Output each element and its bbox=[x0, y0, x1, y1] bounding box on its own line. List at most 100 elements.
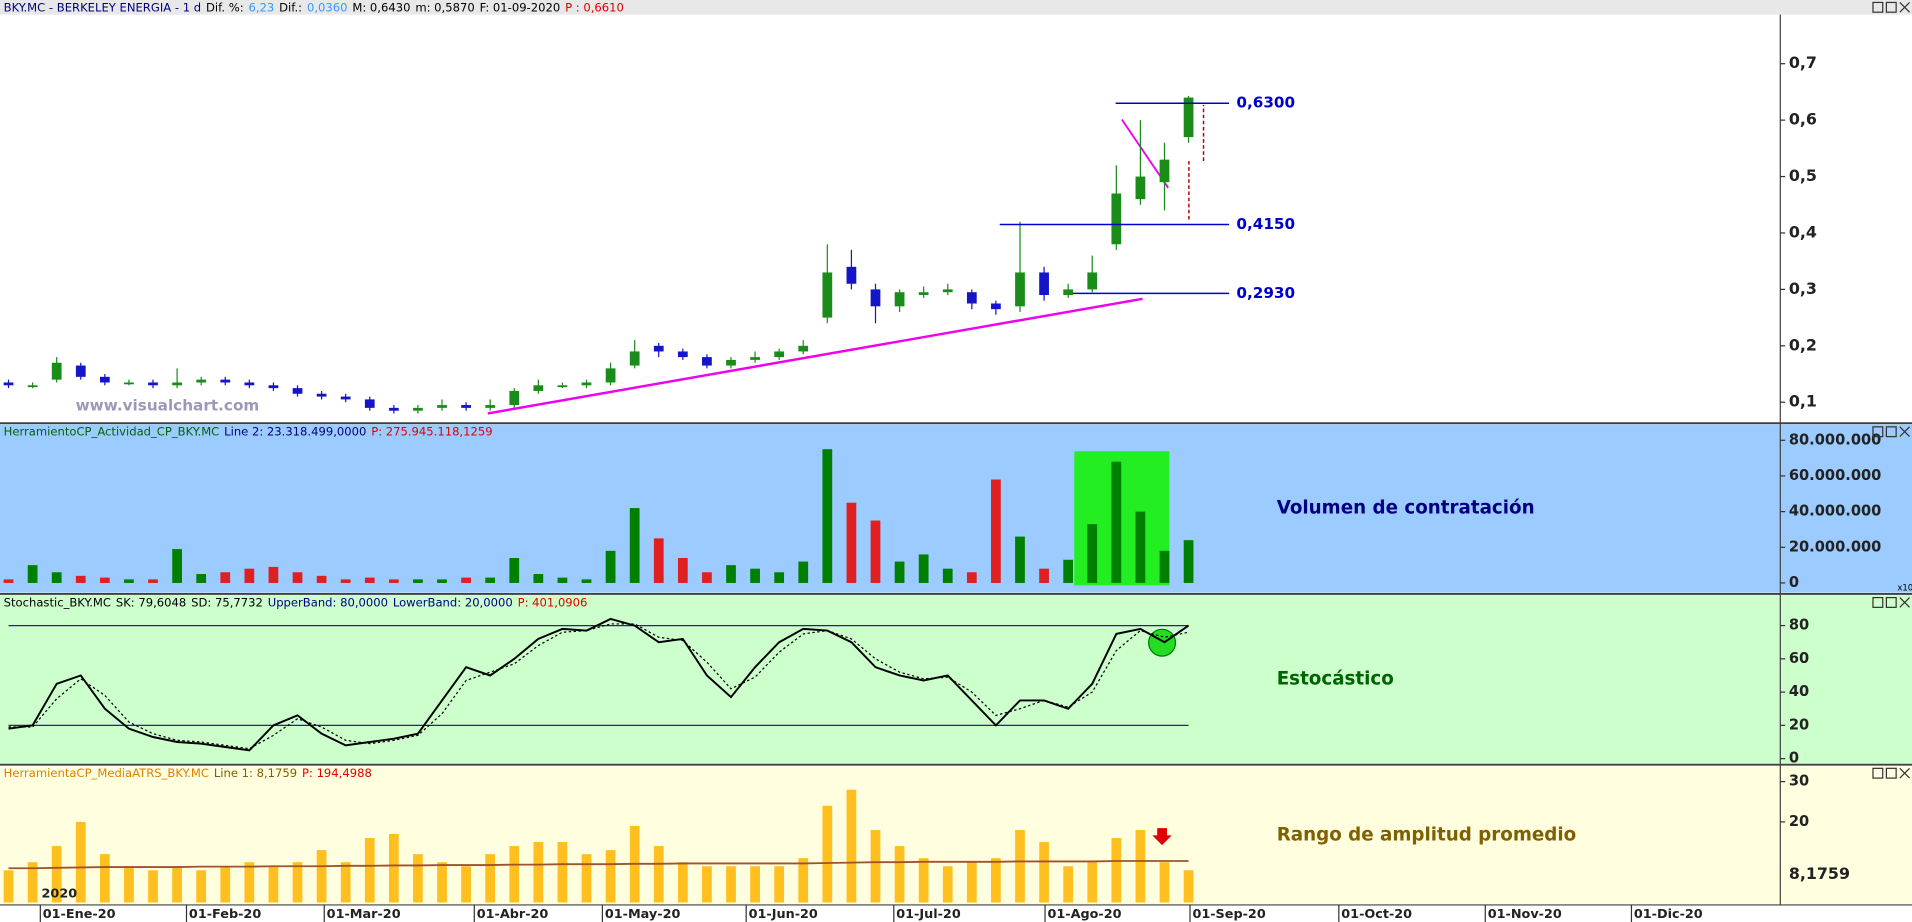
bar bbox=[653, 846, 664, 903]
header-item: P : 0,6610 bbox=[565, 0, 624, 14]
close-button[interactable] bbox=[1899, 597, 1910, 608]
candle-body bbox=[846, 266, 857, 284]
candle-body bbox=[605, 368, 616, 383]
candle-body bbox=[3, 382, 14, 386]
maximize-button[interactable] bbox=[1885, 426, 1897, 438]
price-panel bbox=[0, 0, 1912, 422]
y-tick-label: 0,6 bbox=[1789, 110, 1817, 129]
y-tick-label: 40.000.000 bbox=[1789, 503, 1882, 520]
bar bbox=[364, 577, 375, 583]
minimize-button[interactable] bbox=[1872, 426, 1884, 438]
header-item: 6,23 bbox=[248, 0, 274, 14]
maximize-button[interactable] bbox=[1885, 596, 1897, 608]
bar bbox=[268, 866, 279, 903]
panel-header: BKY.MC - BERKELEY ENERGIA - 1 d Dif. %: 6,… bbox=[4, 0, 624, 14]
bar bbox=[148, 579, 158, 583]
y-tick-label: 20 bbox=[1789, 716, 1809, 733]
bar bbox=[1039, 842, 1049, 903]
bar bbox=[220, 866, 231, 903]
maximize-button[interactable] bbox=[1885, 767, 1897, 779]
atr-panel bbox=[0, 765, 1912, 905]
x-tick-label: 01-May-20 bbox=[605, 907, 681, 922]
bar bbox=[437, 862, 447, 903]
candle-body bbox=[172, 382, 182, 386]
close-button[interactable] bbox=[1899, 2, 1910, 13]
bar bbox=[1111, 461, 1122, 583]
candle-body bbox=[750, 357, 760, 360]
candle-body bbox=[629, 351, 640, 366]
y-tick-label: 60 bbox=[1789, 650, 1809, 667]
candle-body bbox=[894, 292, 905, 307]
bar bbox=[677, 557, 688, 583]
minimize-button[interactable] bbox=[1872, 767, 1884, 779]
y-tick-label: 0,1 bbox=[1789, 392, 1817, 411]
bar bbox=[3, 870, 14, 903]
minimize-button[interactable] bbox=[1872, 596, 1884, 608]
x-tick-label: 01-Abr-20 bbox=[477, 907, 549, 922]
window-buttons bbox=[1872, 1, 1910, 779]
time-axis bbox=[0, 904, 1912, 922]
bar bbox=[653, 538, 664, 583]
bar bbox=[846, 502, 857, 583]
candle-body bbox=[1015, 272, 1025, 307]
stochastic-panel bbox=[0, 595, 1912, 764]
header-item: P: 194,4988 bbox=[302, 766, 372, 780]
bar bbox=[51, 572, 62, 583]
bar bbox=[461, 866, 471, 903]
bar bbox=[557, 842, 568, 903]
candle-body bbox=[822, 272, 833, 318]
price-axis-area bbox=[1780, 14, 1912, 422]
bar bbox=[870, 829, 881, 903]
bar bbox=[557, 577, 568, 583]
y-tick-label: 40 bbox=[1789, 683, 1809, 700]
y-tick-label: 20.000.000 bbox=[1789, 538, 1882, 555]
bar bbox=[702, 572, 712, 583]
panel-label: Volumen de contratación bbox=[1277, 498, 1535, 519]
candle-body bbox=[27, 385, 38, 388]
y-tick-label: 0,3 bbox=[1789, 279, 1817, 298]
arrow bbox=[1152, 828, 1172, 846]
bar bbox=[244, 568, 255, 583]
bar bbox=[316, 850, 327, 903]
bar bbox=[1087, 524, 1098, 583]
candle-body bbox=[991, 303, 1001, 310]
candle-body bbox=[1087, 272, 1098, 290]
bar bbox=[413, 854, 423, 903]
bar bbox=[27, 565, 38, 583]
bar bbox=[605, 850, 616, 903]
bar bbox=[581, 579, 592, 583]
header-item: Dif. %: bbox=[206, 0, 244, 14]
y-tick-label: 0,4 bbox=[1789, 222, 1817, 241]
bar bbox=[99, 577, 110, 583]
bar bbox=[1183, 870, 1194, 903]
bar bbox=[1039, 568, 1049, 583]
candle-body bbox=[196, 379, 207, 383]
y-tick-label: 80 bbox=[1789, 617, 1809, 634]
close-button[interactable] bbox=[1899, 426, 1910, 438]
maximize-button[interactable] bbox=[1885, 1, 1897, 13]
candle-body bbox=[148, 382, 158, 386]
x-tick-label: 01-Nov-20 bbox=[1488, 907, 1562, 922]
bar bbox=[1015, 829, 1025, 903]
bar bbox=[774, 572, 785, 583]
header-item: Stochastic_BKY.MC bbox=[4, 595, 111, 609]
bar bbox=[124, 866, 134, 903]
bar bbox=[533, 842, 544, 903]
candle-body bbox=[581, 382, 592, 386]
bar bbox=[220, 572, 231, 583]
candle-body bbox=[702, 357, 712, 366]
close-button[interactable] bbox=[1899, 767, 1910, 779]
header-item: SK: 79,6048 bbox=[116, 595, 186, 609]
bar bbox=[750, 568, 760, 583]
x-tick-label: 01-Ene-20 bbox=[43, 907, 116, 922]
candle-body bbox=[653, 345, 664, 352]
candle-body bbox=[1159, 159, 1170, 183]
mean-line bbox=[8, 860, 1189, 870]
bar bbox=[894, 846, 905, 903]
candle-body bbox=[798, 345, 809, 352]
minimize-button[interactable] bbox=[1872, 1, 1884, 13]
candle-body bbox=[485, 405, 496, 408]
x-tick-label: 01-Jul-20 bbox=[896, 907, 961, 922]
y-tick-label: 0 bbox=[1789, 750, 1799, 767]
bar bbox=[292, 862, 303, 903]
